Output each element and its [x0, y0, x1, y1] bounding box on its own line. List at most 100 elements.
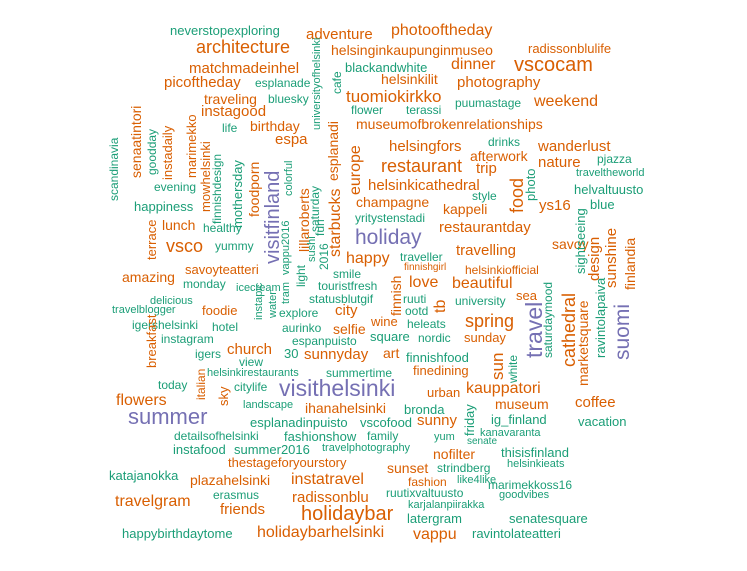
- word: restaurant: [381, 156, 463, 176]
- word: vscocam: [514, 54, 593, 76]
- word: 2016: [317, 243, 331, 270]
- word: scandinavia: [107, 137, 121, 201]
- word: landscape: [243, 399, 294, 411]
- word: yritystenstadi: [355, 211, 426, 225]
- word: travelblogger: [112, 304, 176, 316]
- word: holidaybar: [301, 503, 394, 525]
- word: finnishdesign: [210, 153, 224, 224]
- word: espanpuisto: [292, 334, 357, 348]
- word: hotel: [212, 320, 239, 334]
- word: helsinginkaupunginmuseo: [331, 42, 493, 58]
- word: erasmus: [213, 488, 260, 502]
- word: blue: [590, 197, 615, 212]
- word: matchmadeinhel: [189, 60, 300, 77]
- word: traveller: [400, 250, 443, 264]
- word: yummy: [215, 239, 254, 253]
- word: espa: [275, 131, 308, 148]
- word: style: [472, 189, 497, 203]
- word: kanavaranta: [480, 427, 541, 439]
- word: finlandia: [622, 237, 638, 290]
- word: restaurantday: [439, 219, 531, 236]
- word: monday: [183, 277, 226, 291]
- word: fashionshow: [284, 429, 357, 444]
- word: icecream: [236, 282, 281, 294]
- word: museum: [495, 396, 549, 412]
- word: sunset: [387, 460, 429, 476]
- word: holidaybarhelsinki: [257, 524, 385, 541]
- word: finedining: [413, 363, 469, 378]
- word: summertime: [326, 366, 393, 380]
- word: fashion: [408, 475, 447, 489]
- word: friends: [220, 501, 266, 518]
- word: ravintolateatteri: [472, 526, 561, 541]
- word: wanderlust: [538, 138, 611, 155]
- word: art: [383, 345, 400, 361]
- word: marketsquare: [575, 300, 591, 386]
- word: senatesquare: [509, 511, 588, 526]
- word: citylife: [234, 380, 268, 394]
- word: design: [586, 236, 603, 281]
- word: happybirthdaytome: [122, 526, 233, 541]
- word: explore: [279, 306, 319, 320]
- word: foodie: [202, 303, 238, 318]
- word: museumofbrokenrelationships: [356, 116, 543, 132]
- word: traveling: [204, 91, 257, 107]
- word: smile: [333, 267, 362, 281]
- word: beautiful: [452, 275, 513, 292]
- word: finnishfood: [406, 350, 469, 365]
- word: italian: [194, 368, 208, 400]
- word: europe: [347, 145, 364, 195]
- word: ootd: [405, 304, 429, 318]
- word: heleats: [407, 317, 446, 331]
- word: savoyteatteri: [185, 262, 259, 277]
- word: nature: [538, 154, 581, 171]
- word: goodday: [145, 128, 159, 175]
- word: square: [370, 329, 410, 344]
- word: light: [294, 264, 308, 287]
- word: flowers: [116, 392, 167, 409]
- word: terassi: [406, 103, 442, 117]
- word: ig_finland: [491, 412, 547, 427]
- word: aurinko: [282, 321, 322, 335]
- word: traveltheworld: [576, 167, 645, 179]
- word: spring: [465, 311, 515, 331]
- word: birthday: [250, 118, 300, 134]
- word: friday: [462, 404, 477, 436]
- word: plazahelsinki: [190, 472, 271, 488]
- word: marimekkoss16: [488, 478, 573, 492]
- word: sunnyday: [304, 346, 369, 363]
- word: ys16: [539, 197, 571, 214]
- word: family: [367, 429, 399, 443]
- word: urban: [427, 385, 461, 400]
- word: instadaily: [160, 125, 175, 180]
- word: summer: [128, 404, 208, 429]
- word: blackandwhite: [345, 60, 428, 75]
- word: thisisfinland: [501, 445, 569, 460]
- word: radissonblu: [292, 489, 369, 506]
- word: sky: [216, 386, 231, 407]
- word: finnish: [388, 275, 404, 316]
- word: ruutixvaltuusto: [386, 486, 464, 500]
- word: detailsofhelsinki: [174, 429, 259, 443]
- word: esplanadinpuisto: [250, 415, 348, 430]
- word: instatravel: [291, 471, 364, 488]
- word: 30: [284, 346, 299, 361]
- word: weekend: [534, 93, 599, 110]
- word: helsingfors: [389, 138, 462, 155]
- word: senate: [467, 436, 498, 447]
- word: sun: [488, 352, 507, 380]
- word: marimekko: [184, 114, 199, 178]
- word: igershelsinki: [132, 318, 199, 332]
- word: sunday: [464, 330, 506, 345]
- word: helsinkirestaurants: [207, 367, 299, 379]
- word: dinner: [451, 56, 496, 73]
- word: lunch: [162, 217, 196, 233]
- word: summer2016: [234, 442, 310, 457]
- word: instapic: [253, 282, 265, 320]
- word: university: [455, 294, 506, 308]
- word: karjalanpiirakka: [408, 499, 485, 511]
- word: travelgram: [115, 493, 191, 510]
- word: katajanokka: [109, 468, 179, 483]
- word: helsinkicathedral: [368, 177, 480, 194]
